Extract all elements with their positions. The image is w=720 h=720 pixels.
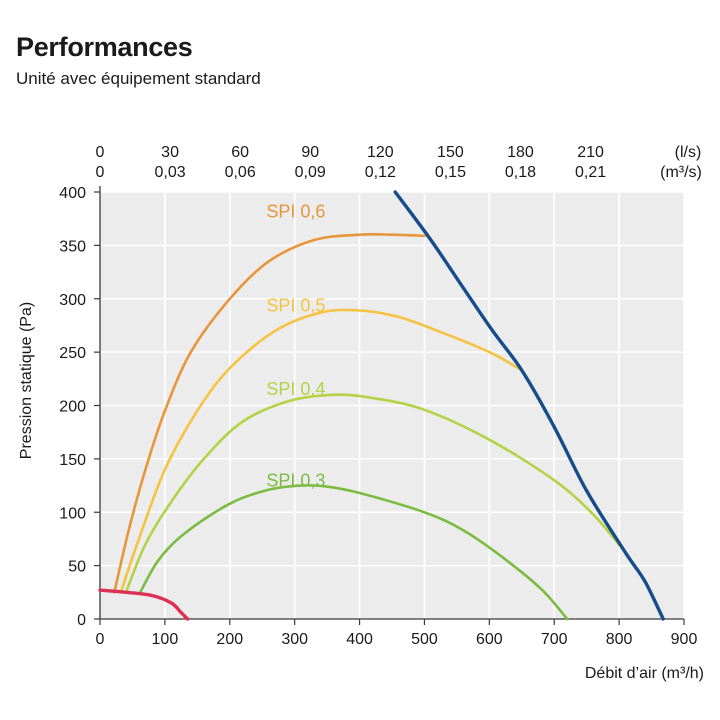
x-tick-label: 100 — [152, 631, 179, 648]
y-tick-label: 300 — [59, 292, 86, 309]
y-axis-title: Pression statique (Pa) — [18, 302, 35, 459]
top-axis-m3s-label: 0,18 — [505, 164, 536, 181]
top-axis-ls-label: 60 — [231, 144, 249, 161]
fan-curve — [393, 190, 665, 621]
top-axis-m3s-label: 0 — [96, 164, 105, 181]
top-axis-ls-label: 90 — [301, 144, 319, 161]
x-tick-label: 200 — [216, 631, 243, 648]
y-tick-label: 200 — [59, 399, 86, 416]
x-tick-label: 0 — [96, 631, 105, 648]
top-axis-m3s-label: 0,15 — [435, 164, 466, 181]
top-axis-m3s-label: 0,21 — [575, 164, 606, 181]
y-tick-label: 400 — [59, 185, 86, 202]
spi-0-6-curve — [113, 232, 426, 594]
x-tick-label: 400 — [346, 631, 373, 648]
x-tick-label: 900 — [671, 631, 698, 648]
top-axis-m3s-unit: (m³/s) — [660, 164, 702, 181]
top-axis-ls-unit: (l/s) — [675, 144, 702, 161]
x-tick-label: 600 — [476, 631, 503, 648]
spi-0-5-curve — [119, 308, 524, 594]
y-tick-label: 250 — [59, 345, 86, 362]
y-tick-label: 150 — [59, 452, 86, 469]
spi-0-5-label: SPI 0,5 — [266, 296, 325, 316]
y-tick-label: 0 — [77, 612, 86, 629]
page-subtitle: Unité avec équipement standard — [16, 69, 261, 88]
y-tick-label: 100 — [59, 505, 86, 522]
top-axis-ls-label: 210 — [577, 144, 604, 161]
spi-0-4-label: SPI 0,4 — [266, 379, 325, 399]
x-tick-label: 800 — [606, 631, 633, 648]
top-axis-ls-label: 0 — [96, 144, 105, 161]
spi-0-3-curve — [138, 484, 569, 621]
spi-0-6-label: SPI 0,6 — [266, 202, 325, 222]
top-axis-m3s-label: 0,06 — [225, 164, 256, 181]
top-axis-ls-label: 180 — [507, 144, 534, 161]
low-curve — [98, 588, 190, 621]
x-tick-label: 700 — [541, 631, 568, 648]
x-axis-title: Débit d’air (m³/h) — [585, 665, 704, 682]
page-title: Performances — [16, 32, 193, 62]
x-tick-label: 500 — [411, 631, 438, 648]
top-axis-ls-label: 30 — [161, 144, 179, 161]
spi-0-4-curve — [124, 393, 627, 594]
y-tick-label: 50 — [68, 559, 86, 576]
top-axis-ls-label: 120 — [367, 144, 394, 161]
top-axis-m3s-label: 0,09 — [295, 164, 326, 181]
y-tick-label: 350 — [59, 238, 86, 255]
top-axis-ls-label: 150 — [437, 144, 464, 161]
spi-0-3-label: SPI 0,3 — [266, 471, 325, 491]
top-axis-m3s-label: 0,03 — [155, 164, 186, 181]
x-tick-label: 300 — [281, 631, 308, 648]
top-axis-m3s-label: 0,12 — [365, 164, 396, 181]
